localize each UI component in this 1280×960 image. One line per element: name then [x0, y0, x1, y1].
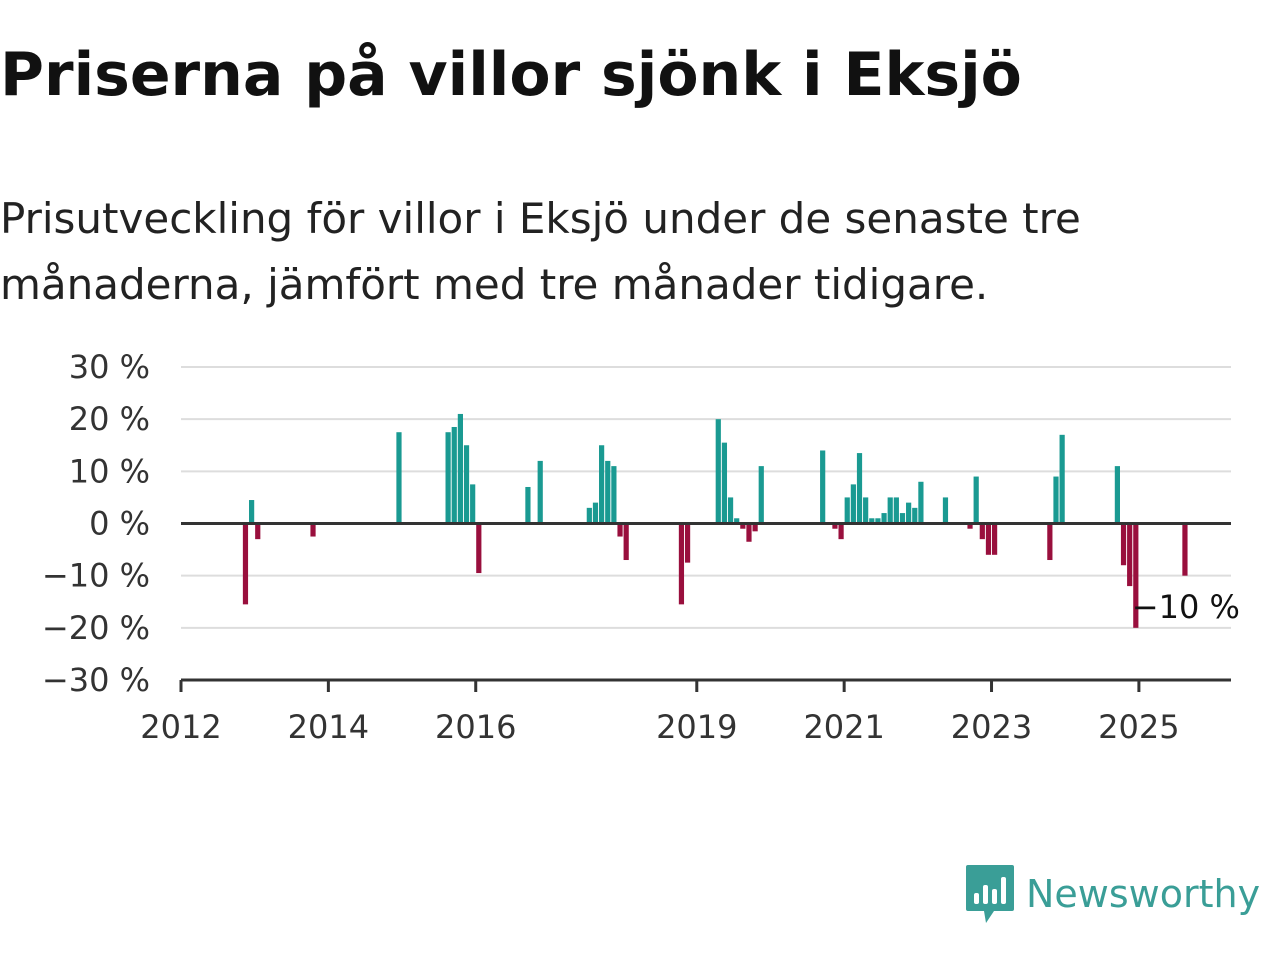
y-tick-label: −10 % [42, 557, 150, 595]
y-tick-label: 0 % [89, 505, 150, 543]
y-tick-label: −30 % [42, 661, 150, 699]
newsworthy-logo-icon [966, 865, 1014, 923]
x-tick-label: 2014 [288, 708, 369, 746]
bar [1114, 466, 1120, 524]
bar [899, 513, 906, 524]
bar [396, 432, 402, 524]
bar [838, 523, 844, 540]
bar [721, 442, 728, 524]
last-value-annotation: −10 % [1132, 588, 1240, 626]
bar [1127, 523, 1133, 587]
x-tick-label: 2016 [435, 708, 516, 746]
bar [1059, 434, 1065, 524]
bar [476, 523, 482, 574]
bar [985, 523, 992, 555]
bar [470, 484, 476, 524]
bar [906, 502, 912, 524]
bar [525, 486, 531, 524]
brand-name: Newsworthy [1026, 872, 1261, 916]
x-tick-label: 2019 [656, 708, 737, 746]
bar [605, 460, 611, 524]
y-tick-label: −20 % [42, 609, 150, 647]
bar [463, 445, 470, 524]
bar [844, 497, 850, 524]
x-tick-label: 2021 [803, 708, 884, 746]
x-tick-label: 2012 [140, 708, 221, 746]
bar [451, 426, 457, 524]
bar [820, 450, 826, 524]
bar [592, 502, 599, 524]
bar [758, 466, 764, 524]
bar [1133, 523, 1139, 628]
bar [623, 523, 629, 561]
bar [863, 497, 869, 524]
bar [887, 497, 893, 524]
bar [611, 466, 617, 524]
bar [992, 523, 998, 555]
bar [740, 523, 746, 529]
bar [255, 523, 261, 540]
x-axis: 2012 2014 2016 2019 2021 2023 2025 [140, 678, 1231, 746]
bar [617, 523, 623, 537]
bar [942, 497, 949, 524]
bar [893, 497, 899, 524]
bar [1053, 476, 1059, 524]
bar [967, 523, 973, 529]
chart-title: Priserna på villor sjönk i Eksjö [0, 40, 1022, 110]
x-tick-label: 2025 [1098, 708, 1179, 746]
bar [875, 518, 881, 524]
bar [445, 432, 451, 524]
bar [912, 507, 918, 524]
bar [1047, 523, 1053, 561]
bar [832, 523, 838, 529]
bar [242, 523, 249, 605]
bar [684, 523, 691, 563]
bar [715, 419, 721, 524]
bar [599, 445, 605, 524]
bar [850, 484, 856, 524]
bar [678, 523, 685, 605]
bar [1120, 523, 1127, 566]
bar [746, 523, 752, 542]
bars [242, 413, 1188, 628]
bar [973, 476, 979, 524]
bar [586, 507, 592, 524]
bar [881, 513, 887, 524]
bar [1182, 523, 1188, 576]
bar-chart: 30 %20 %10 %0 %−10 %−20 %−30 % 2012 2014 2… [42, 348, 1240, 746]
bar [310, 523, 316, 537]
y-axis: 30 % 20 % 10 % 0 % −10 % −20 % −30 % [42, 348, 150, 699]
chart-subtitle: Prisutveckling för villor i Eksjö under … [0, 194, 1081, 309]
gridlines [181, 366, 1231, 629]
bar [869, 518, 875, 524]
bar [856, 453, 863, 524]
bar [734, 518, 740, 524]
y-tick-label: 30 % [69, 348, 150, 386]
bar [537, 460, 543, 524]
y-tick-label: 10 % [69, 452, 150, 490]
bar [727, 497, 734, 524]
bar [918, 481, 924, 524]
bar [752, 523, 758, 532]
x-tick-label: 2023 [951, 708, 1032, 746]
bar [457, 413, 463, 524]
bar [979, 523, 985, 540]
y-tick-label: 20 % [69, 400, 150, 438]
newsworthy-logo: Newsworthy [964, 862, 1260, 926]
bar [249, 500, 255, 524]
